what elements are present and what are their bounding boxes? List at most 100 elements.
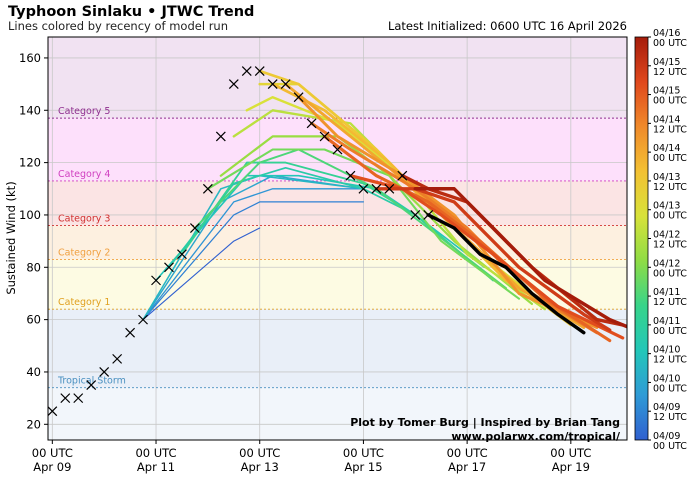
forecast-line-0: [142, 227, 261, 321]
observed-marker: [125, 327, 136, 338]
colorbar-tick-date: 04/09: [653, 431, 680, 442]
marker-stroke: [332, 144, 343, 155]
observed-marker: [60, 393, 71, 404]
latest-forecast: [426, 213, 586, 335]
marker-stroke: [345, 170, 356, 181]
marker-stroke: [177, 249, 187, 260]
colorbar-tick-time: 12 UTC: [653, 355, 687, 366]
forecast-line-21: [374, 187, 612, 332]
chart-title: Typhoon Sinlaku • JTWC Trend: [8, 4, 254, 20]
observed-marker: [177, 249, 187, 260]
marker-stroke: [267, 79, 278, 90]
colorbar-tick-time: 00 UTC: [653, 268, 687, 279]
marker-stroke: [254, 66, 265, 76]
colorbar-tick-time: 12 UTC: [653, 297, 687, 308]
observed-marker: [73, 393, 84, 404]
colorbar-tick-date: 04/09: [653, 402, 680, 413]
x-tick-label-time: 00 UTC: [239, 446, 280, 460]
y-axis-label: Sustained Wind (kt): [4, 181, 18, 294]
band-category-3: [48, 180, 627, 226]
colorbar-tick-date: 04/16: [653, 28, 680, 39]
y-tick-label: 160: [19, 51, 41, 65]
y-tick-label: 140: [19, 103, 41, 117]
marker-stroke: [280, 79, 291, 90]
colorbar-tick-date: 04/15: [653, 57, 680, 68]
observed-marker: [280, 79, 291, 90]
colorbar-tick-time: 12 UTC: [653, 412, 687, 423]
observed-marker: [358, 183, 369, 194]
x-tick-label-time: 00 UTC: [447, 446, 488, 460]
marker-stroke: [112, 353, 123, 364]
credit-line-2: www.polarwx.com/tropical/: [451, 430, 621, 443]
x-tick-label-date: Apr 17: [448, 460, 486, 474]
observed-marker: [241, 66, 252, 76]
x-tick-label-date: Apr 15: [344, 460, 382, 474]
observed-marker: [138, 314, 148, 325]
plot-frame: [47, 36, 628, 441]
colorbar-tick-time: 12 UTC: [653, 124, 687, 135]
band-tropical-storm: [48, 309, 627, 388]
observed-marker: [112, 353, 123, 364]
band-below-tropical-storm: [48, 387, 627, 440]
forecast-line-23: [413, 187, 627, 329]
colorbar-tick-time: 00 UTC: [653, 211, 687, 222]
x-tick-label-time: 00 UTC: [135, 446, 176, 460]
observed-marker: [151, 275, 161, 286]
y-tick-label: 120: [19, 156, 41, 170]
category-label: Category 5: [58, 106, 110, 117]
marker-stroke: [319, 131, 330, 142]
category-label: Category 1: [58, 297, 110, 308]
band-category-2: [48, 225, 627, 260]
observed-marker: [215, 131, 226, 142]
forecast-line-2: [142, 188, 365, 321]
forecast-line-8: [193, 148, 507, 290]
y-tick-label: 40: [26, 365, 41, 379]
marker-stroke: [228, 79, 239, 90]
category-label: Category 2: [58, 247, 110, 258]
observed-marker: [410, 210, 421, 220]
x-tick-label-date: Apr 09: [33, 460, 71, 474]
forecast-line-17: [297, 95, 599, 329]
initialized-label: Latest Initialized: 0600 UTC 16 April 20…: [388, 19, 627, 33]
marker-stroke: [48, 406, 58, 417]
y-axis-ticks: 20 40 60 80 100 120 140 160: [19, 51, 48, 431]
colorbar-tick-date: 04/13: [653, 201, 680, 212]
category-labels: Tropical Storm Category 1 Category 2 Catego…: [57, 106, 126, 387]
colorbar-tick-time: 00 UTC: [653, 96, 687, 107]
marker-stroke: [73, 393, 84, 404]
marker-stroke: [99, 367, 110, 377]
observed-marker: [254, 66, 265, 76]
marker-stroke: [397, 170, 408, 181]
band-category-5: [48, 37, 627, 119]
marker-stroke: [241, 66, 252, 76]
colorbar-tick-time: 00 UTC: [653, 153, 687, 164]
category-bands: [48, 37, 627, 440]
observed-marker: [267, 79, 278, 90]
category-label: Category 4: [58, 169, 110, 180]
x-tick-label-date: Apr 11: [137, 460, 175, 474]
colorbar-tick-date: 04/10: [653, 373, 680, 384]
x-tick-label-time: 00 UTC: [343, 446, 384, 460]
y-tick-label: 80: [26, 260, 41, 274]
observed-marker: [189, 223, 200, 233]
marker-stroke: [215, 131, 226, 142]
colorbar-tick-date: 04/14: [653, 143, 680, 154]
chart-subtitle: Lines colored by recency of model run: [8, 19, 228, 33]
observed-marker: [293, 92, 304, 103]
colorbar-tick-time: 12 UTC: [653, 67, 687, 78]
y-tick-label: 100: [19, 208, 41, 222]
latest-forecast-line: [426, 213, 586, 335]
observed-marker: [48, 406, 58, 417]
observed-marker: [202, 183, 213, 194]
observed-marker: [397, 170, 408, 181]
forecast-series: [142, 69, 627, 343]
marker-stroke: [358, 183, 369, 194]
marker-stroke: [86, 380, 97, 390]
colorbar-tick-time: 00 UTC: [653, 38, 687, 49]
credit-line-1: Plot by Tomer Burg | Inspired by Brian T…: [350, 416, 620, 429]
marker-stroke: [125, 327, 136, 338]
colorbar-tick-date: 04/11: [653, 287, 680, 298]
marker-stroke: [189, 223, 200, 233]
colorbar-tick-time: 00 UTC: [653, 326, 687, 337]
